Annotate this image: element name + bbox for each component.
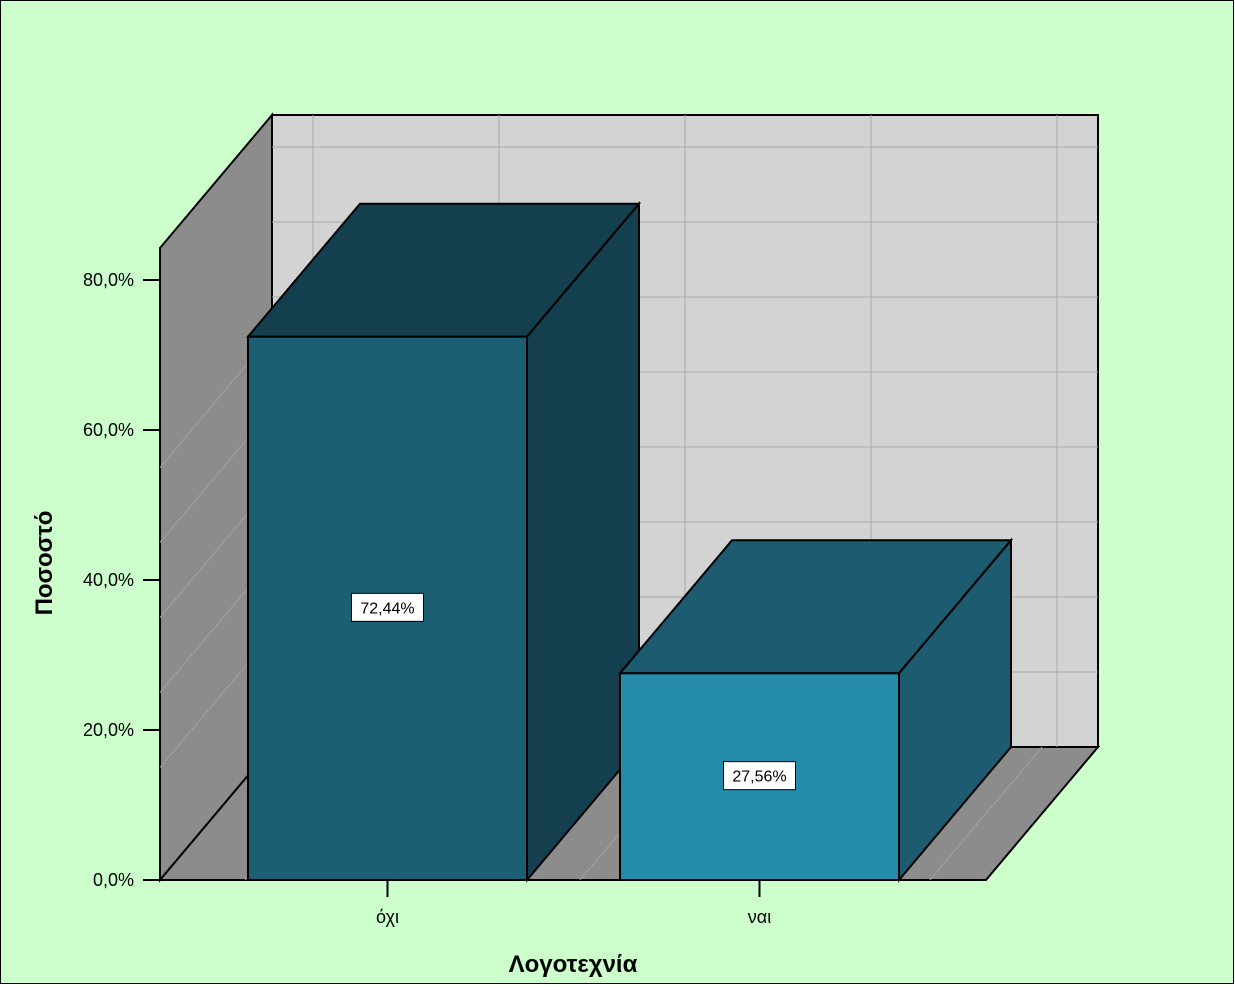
y-tick-label: 80,0%	[83, 270, 134, 290]
bars: 72,44% 27,56%	[245, 200, 1014, 883]
y-tick-label: 60,0%	[83, 420, 134, 440]
x-axis-title: Λογοτεχνία	[509, 951, 638, 978]
y-tick-label: 40,0%	[83, 570, 134, 590]
x-tick-label: όχι	[376, 907, 399, 927]
data-label-1: 72,44%	[351, 592, 424, 622]
data-label-text: 72,44%	[360, 600, 414, 617]
y-tick-label: 0,0%	[93, 870, 134, 890]
data-label-box	[351, 592, 424, 622]
axes: 0,0% 20,0% 40,0% 60,0% 80,0% όχι ναι	[83, 270, 771, 927]
y-tick-label: 20,0%	[83, 720, 134, 740]
y-axis-title: Ποσοστό	[31, 511, 58, 616]
data-label-box	[723, 761, 796, 791]
floor-grid	[929, 746, 1043, 881]
data-label-2: 27,56%	[723, 761, 796, 791]
data-label-text: 27,56%	[732, 769, 786, 786]
bar-1	[245, 200, 642, 883]
x-tick-label: ναι	[748, 907, 771, 927]
